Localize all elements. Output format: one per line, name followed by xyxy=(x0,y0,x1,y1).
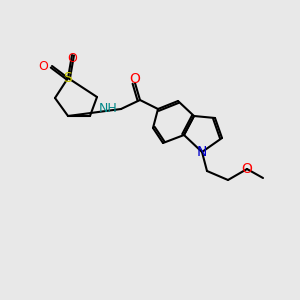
Text: O: O xyxy=(130,72,140,86)
Text: O: O xyxy=(38,59,48,73)
Text: N: N xyxy=(197,145,207,159)
Text: O: O xyxy=(242,162,252,176)
Text: NH: NH xyxy=(99,103,118,116)
Text: O: O xyxy=(67,52,77,65)
Text: S: S xyxy=(64,71,72,85)
